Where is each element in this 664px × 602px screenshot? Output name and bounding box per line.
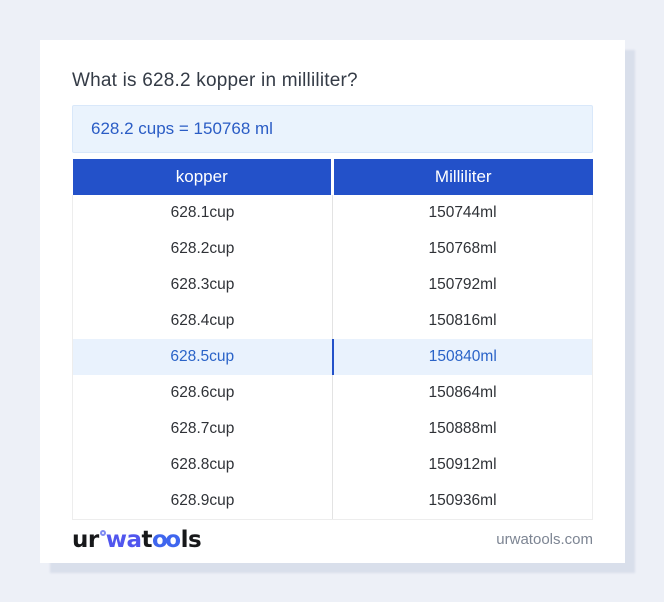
cell-milliliter-value: 150840ml — [332, 339, 593, 375]
logo-degree-ring-icon — [99, 529, 106, 536]
conversion-result-box: 628.2 cups = 150768 ml — [72, 105, 593, 153]
conversion-table-row[interactable]: 628.4cup 150816ml — [72, 303, 593, 339]
conversion-table-row[interactable]: 628.1cup 150744ml — [72, 195, 593, 231]
conversion-table-row[interactable]: 628.9cup 150936ml — [72, 483, 593, 520]
cell-kopper-value: 628.8cup — [72, 447, 333, 483]
conversion-table-row[interactable]: 628.8cup 150912ml — [72, 447, 593, 483]
logo-text-oo: oo — [152, 526, 181, 553]
cell-milliliter-value: 150936ml — [332, 483, 593, 520]
urwatools-logo[interactable]: ur wa t oo ls — [72, 526, 202, 553]
cell-kopper-value: 628.3cup — [72, 267, 333, 303]
cell-milliliter-value: 150912ml — [332, 447, 593, 483]
conversion-table-header-row: kopper Milliliter — [72, 159, 593, 195]
conversion-table-row[interactable]: 628.3cup 150792ml — [72, 267, 593, 303]
cell-milliliter-value: 150792ml — [332, 267, 593, 303]
conversion-table-row[interactable]: 628.6cup 150864ml — [72, 375, 593, 411]
conversion-table-row[interactable]: 628.5cup 150840ml — [72, 339, 593, 375]
column-header-kopper: kopper — [72, 159, 334, 195]
cell-milliliter-value: 150744ml — [332, 195, 593, 231]
logo-text-t: t — [141, 526, 153, 553]
cell-milliliter-value: 150888ml — [332, 411, 593, 447]
cell-milliliter-value: 150864ml — [332, 375, 593, 411]
cell-kopper-value: 628.7cup — [72, 411, 333, 447]
logo-text-ur: ur — [72, 526, 99, 553]
cell-kopper-value: 628.5cup — [72, 339, 334, 375]
cell-kopper-value: 628.9cup — [72, 483, 333, 520]
website-url: urwatools.com — [496, 531, 593, 548]
conversion-result-text: 628.2 cups = 150768 ml — [91, 119, 273, 138]
cell-kopper-value: 628.4cup — [72, 303, 333, 339]
card-footer: ur wa t oo ls urwatools.com — [72, 527, 593, 553]
conversion-table: kopper Milliliter 628.1cup 150744ml 628.2c… — [72, 159, 593, 520]
logo-text-ls: ls — [180, 526, 202, 553]
page-title: What is 628.2 kopper in milliliter? — [72, 70, 358, 91]
cell-milliliter-value: 150768ml — [332, 231, 593, 267]
conversion-table-row[interactable]: 628.2cup 150768ml — [72, 231, 593, 267]
cell-kopper-value: 628.6cup — [72, 375, 333, 411]
column-header-milliliter: Milliliter — [332, 159, 593, 195]
cell-kopper-value: 628.2cup — [72, 231, 333, 267]
cell-milliliter-value: 150816ml — [332, 303, 593, 339]
cell-kopper-value: 628.1cup — [72, 195, 333, 231]
conversion-table-row[interactable]: 628.7cup 150888ml — [72, 411, 593, 447]
conversion-table-body: 628.1cup 150744ml 628.2cup 150768ml 628.3cup… — [72, 195, 593, 520]
converter-card: What is 628.2 kopper in milliliter? 628.… — [40, 40, 625, 563]
logo-text-wa: wa — [105, 526, 142, 553]
